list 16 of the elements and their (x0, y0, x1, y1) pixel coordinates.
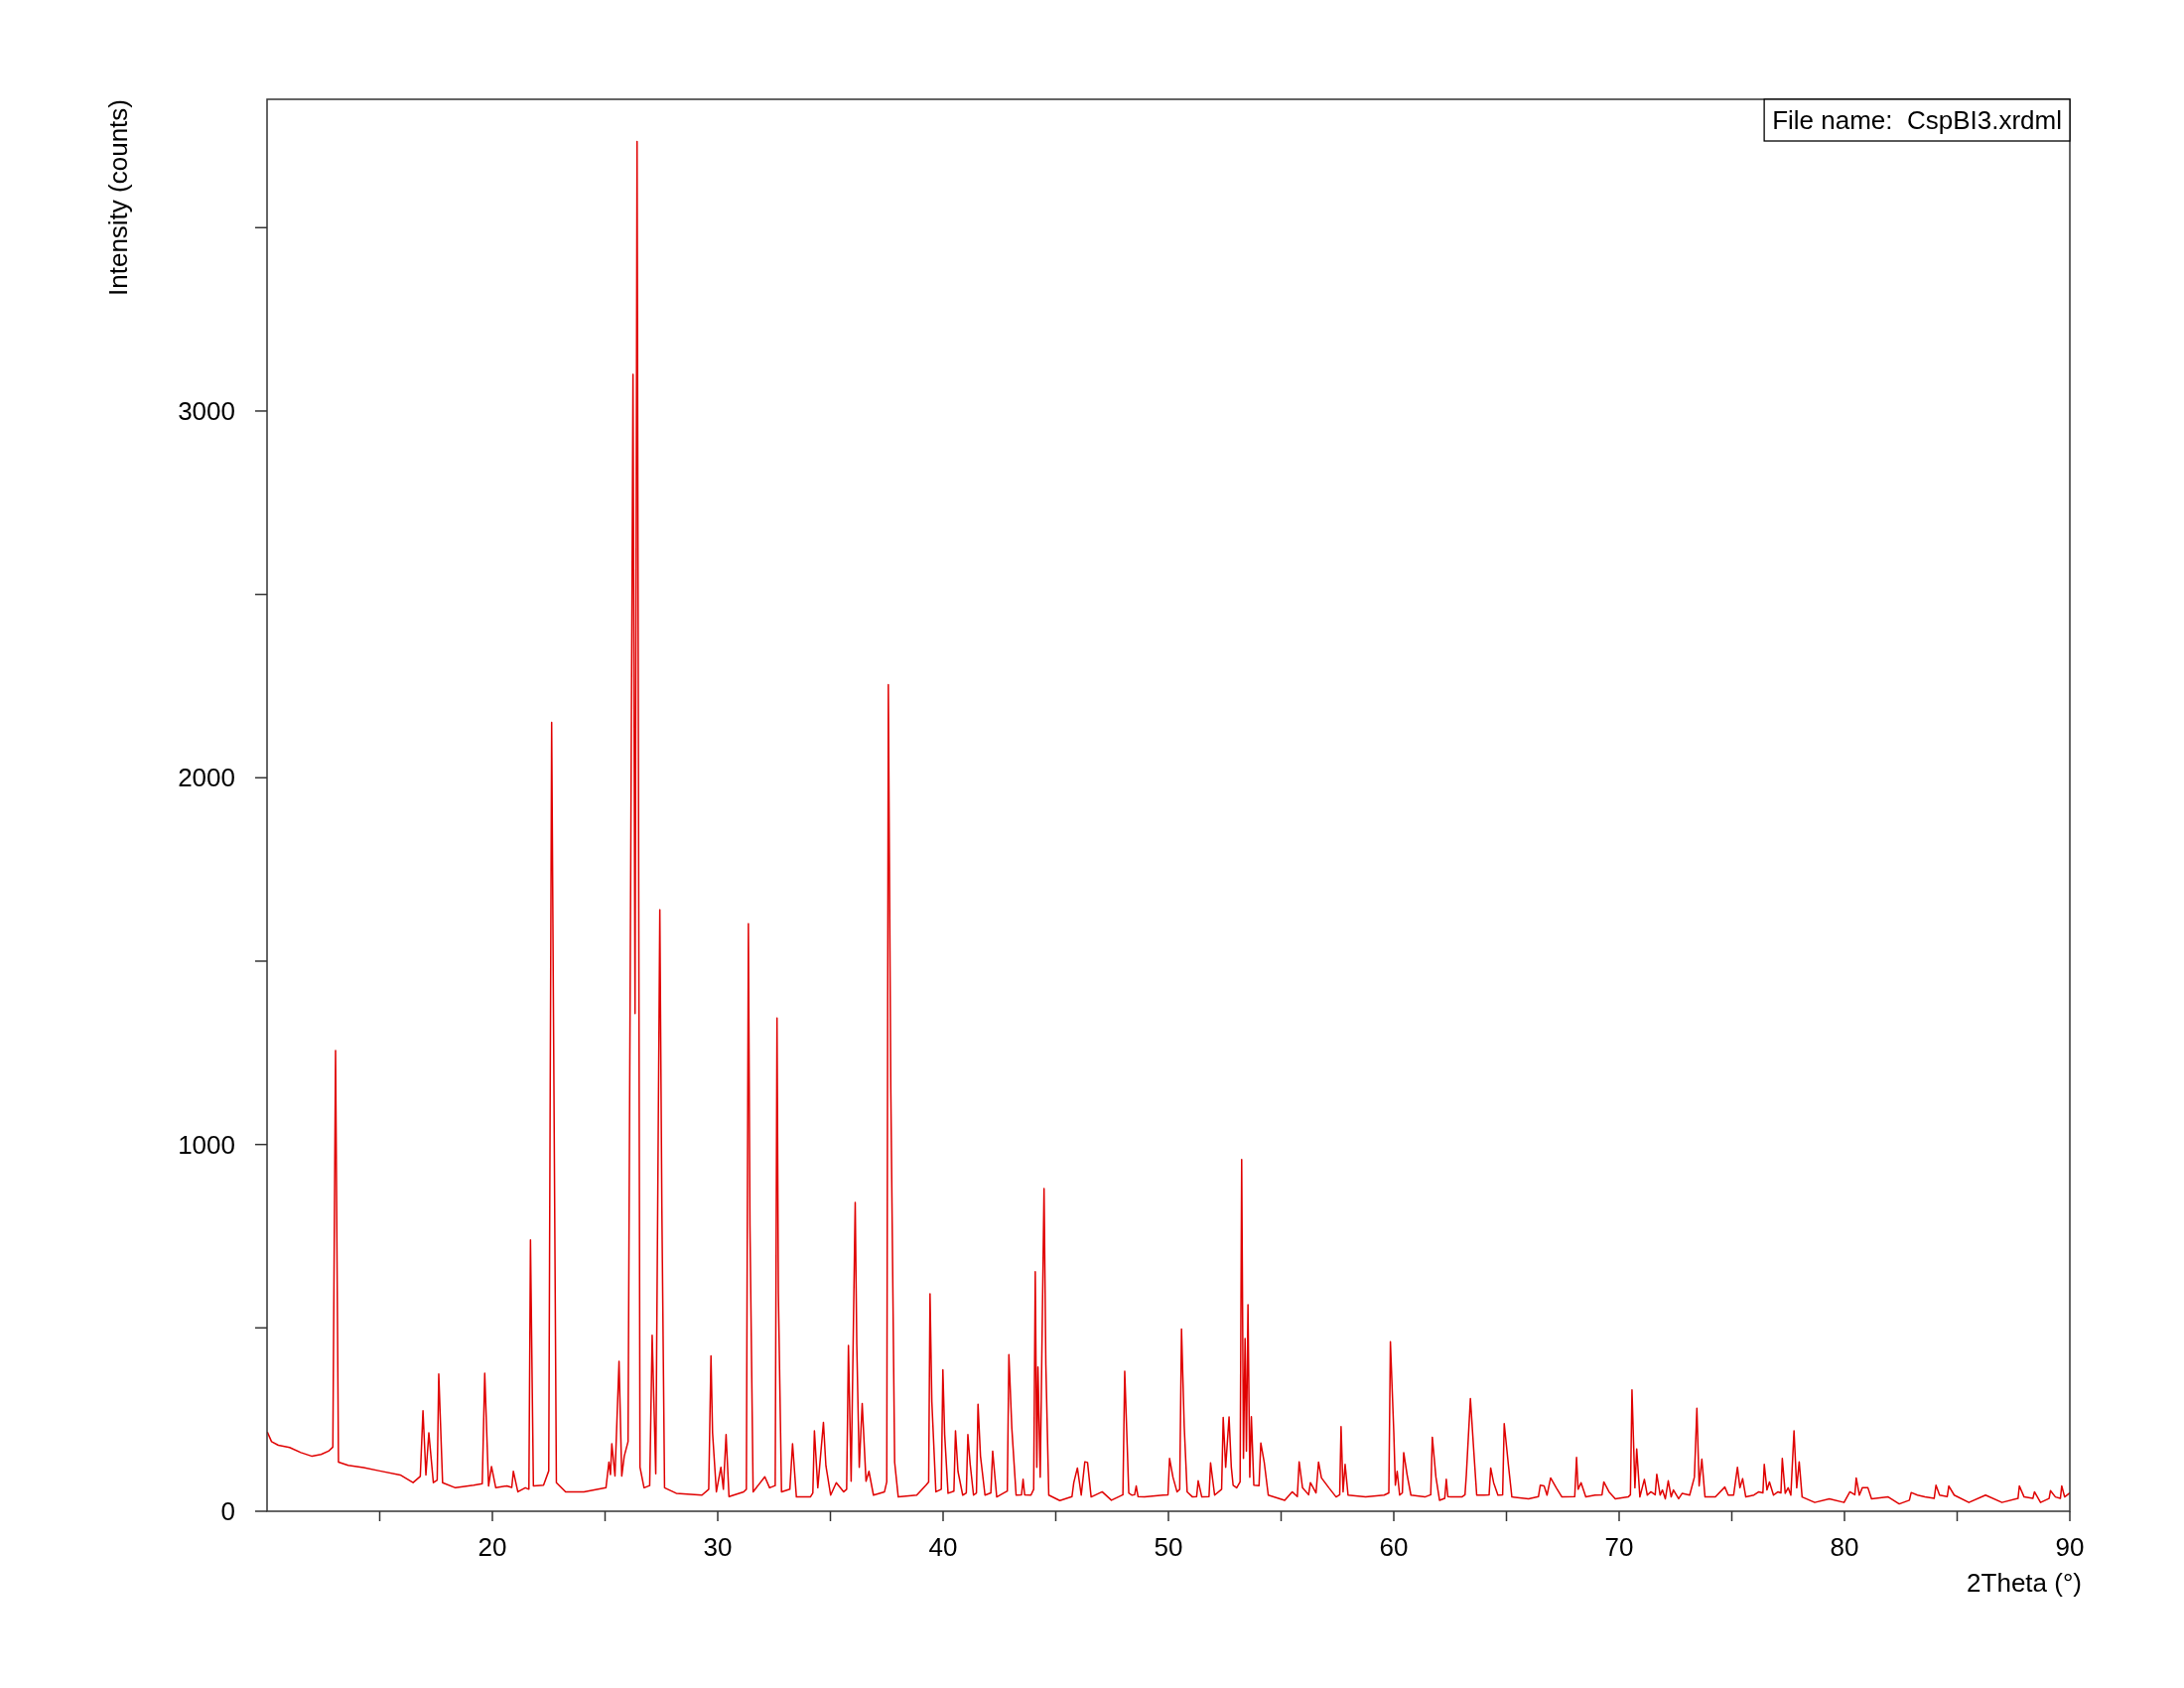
x-tick-label: 80 (1830, 1532, 1859, 1562)
y-tick-label: 1000 (178, 1129, 235, 1160)
x-tick-label: 20 (478, 1532, 507, 1562)
x-tick-label: 70 (1604, 1532, 1634, 1562)
x-tick-label: 90 (2055, 1532, 2085, 1562)
y-tick-label: 3000 (178, 395, 235, 426)
x-tick-label: 30 (703, 1532, 733, 1562)
annotation: File name: CspBI3.xrdml (1772, 105, 2062, 135)
x-axis-title: 2Theta (°) (1967, 1568, 2082, 1598)
line-series (267, 140, 2070, 1505)
y-axis-title: Intensity (counts) (103, 99, 133, 296)
x-tick-label: 50 (1154, 1532, 1183, 1562)
y-tick-label: 0 (220, 1496, 235, 1526)
y-tick-label: 2000 (178, 763, 235, 793)
x-tick-label: 40 (928, 1532, 958, 1562)
x-tick-label: 60 (1379, 1532, 1409, 1562)
